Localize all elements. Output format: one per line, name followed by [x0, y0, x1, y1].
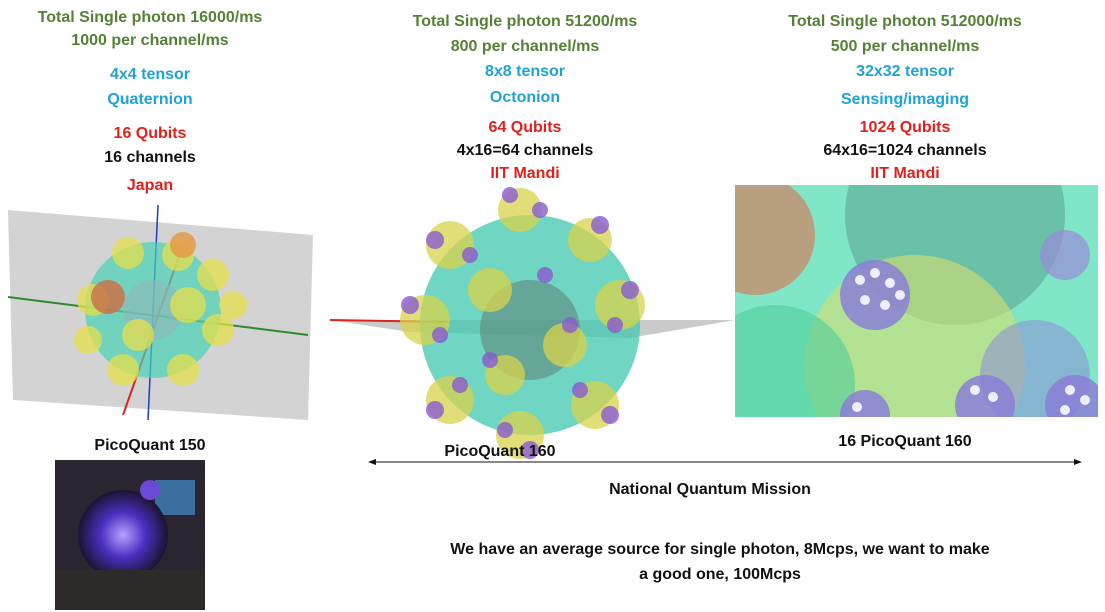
qubits: 64 Qubits: [489, 118, 562, 138]
tensor: 8x8 tensor: [485, 62, 565, 82]
heading: 800 per channel/ms: [451, 37, 600, 57]
heading: Total Single photon 512000/ms: [788, 12, 1022, 32]
heading: 1000 per channel/ms: [71, 31, 228, 51]
caption: PicoQuant 150: [94, 436, 205, 456]
location: Japan: [127, 176, 173, 196]
caption: 16 PicoQuant 160: [838, 432, 971, 452]
timeline-arrow: [368, 455, 1083, 469]
slide: {"columns": [ {"lines": ["Total Single p…: [0, 0, 1105, 612]
footer-text: We have an average source for single pho…: [450, 537, 990, 587]
algebra: Sensing/imaging: [841, 90, 969, 110]
sphere-render-64: [330, 180, 735, 472]
channels: 4x16=64 channels: [457, 141, 594, 161]
algebra: Quaternion: [107, 90, 192, 110]
qubits: 1024 Qubits: [860, 118, 951, 138]
arrow-label: National Quantum Mission: [609, 480, 811, 500]
qubits: 16 Qubits: [114, 124, 187, 144]
location: IIT Mandi: [870, 164, 939, 184]
algebra: Octonion: [490, 88, 560, 108]
channels: 16 channels: [104, 148, 196, 168]
heading: 500 per channel/ms: [831, 37, 980, 57]
sphere-render-1024: [735, 185, 1098, 417]
channels: 64x16=1024 channels: [823, 141, 986, 161]
sphere-render-16: [8, 205, 318, 423]
tensor: 32x32 tensor: [856, 62, 954, 82]
heading: Total Single photon 51200/ms: [413, 12, 638, 32]
heading: Total Single photon 16000/ms: [38, 8, 263, 28]
tensor: 4x4 tensor: [110, 65, 190, 85]
lab-photo: [55, 460, 205, 610]
